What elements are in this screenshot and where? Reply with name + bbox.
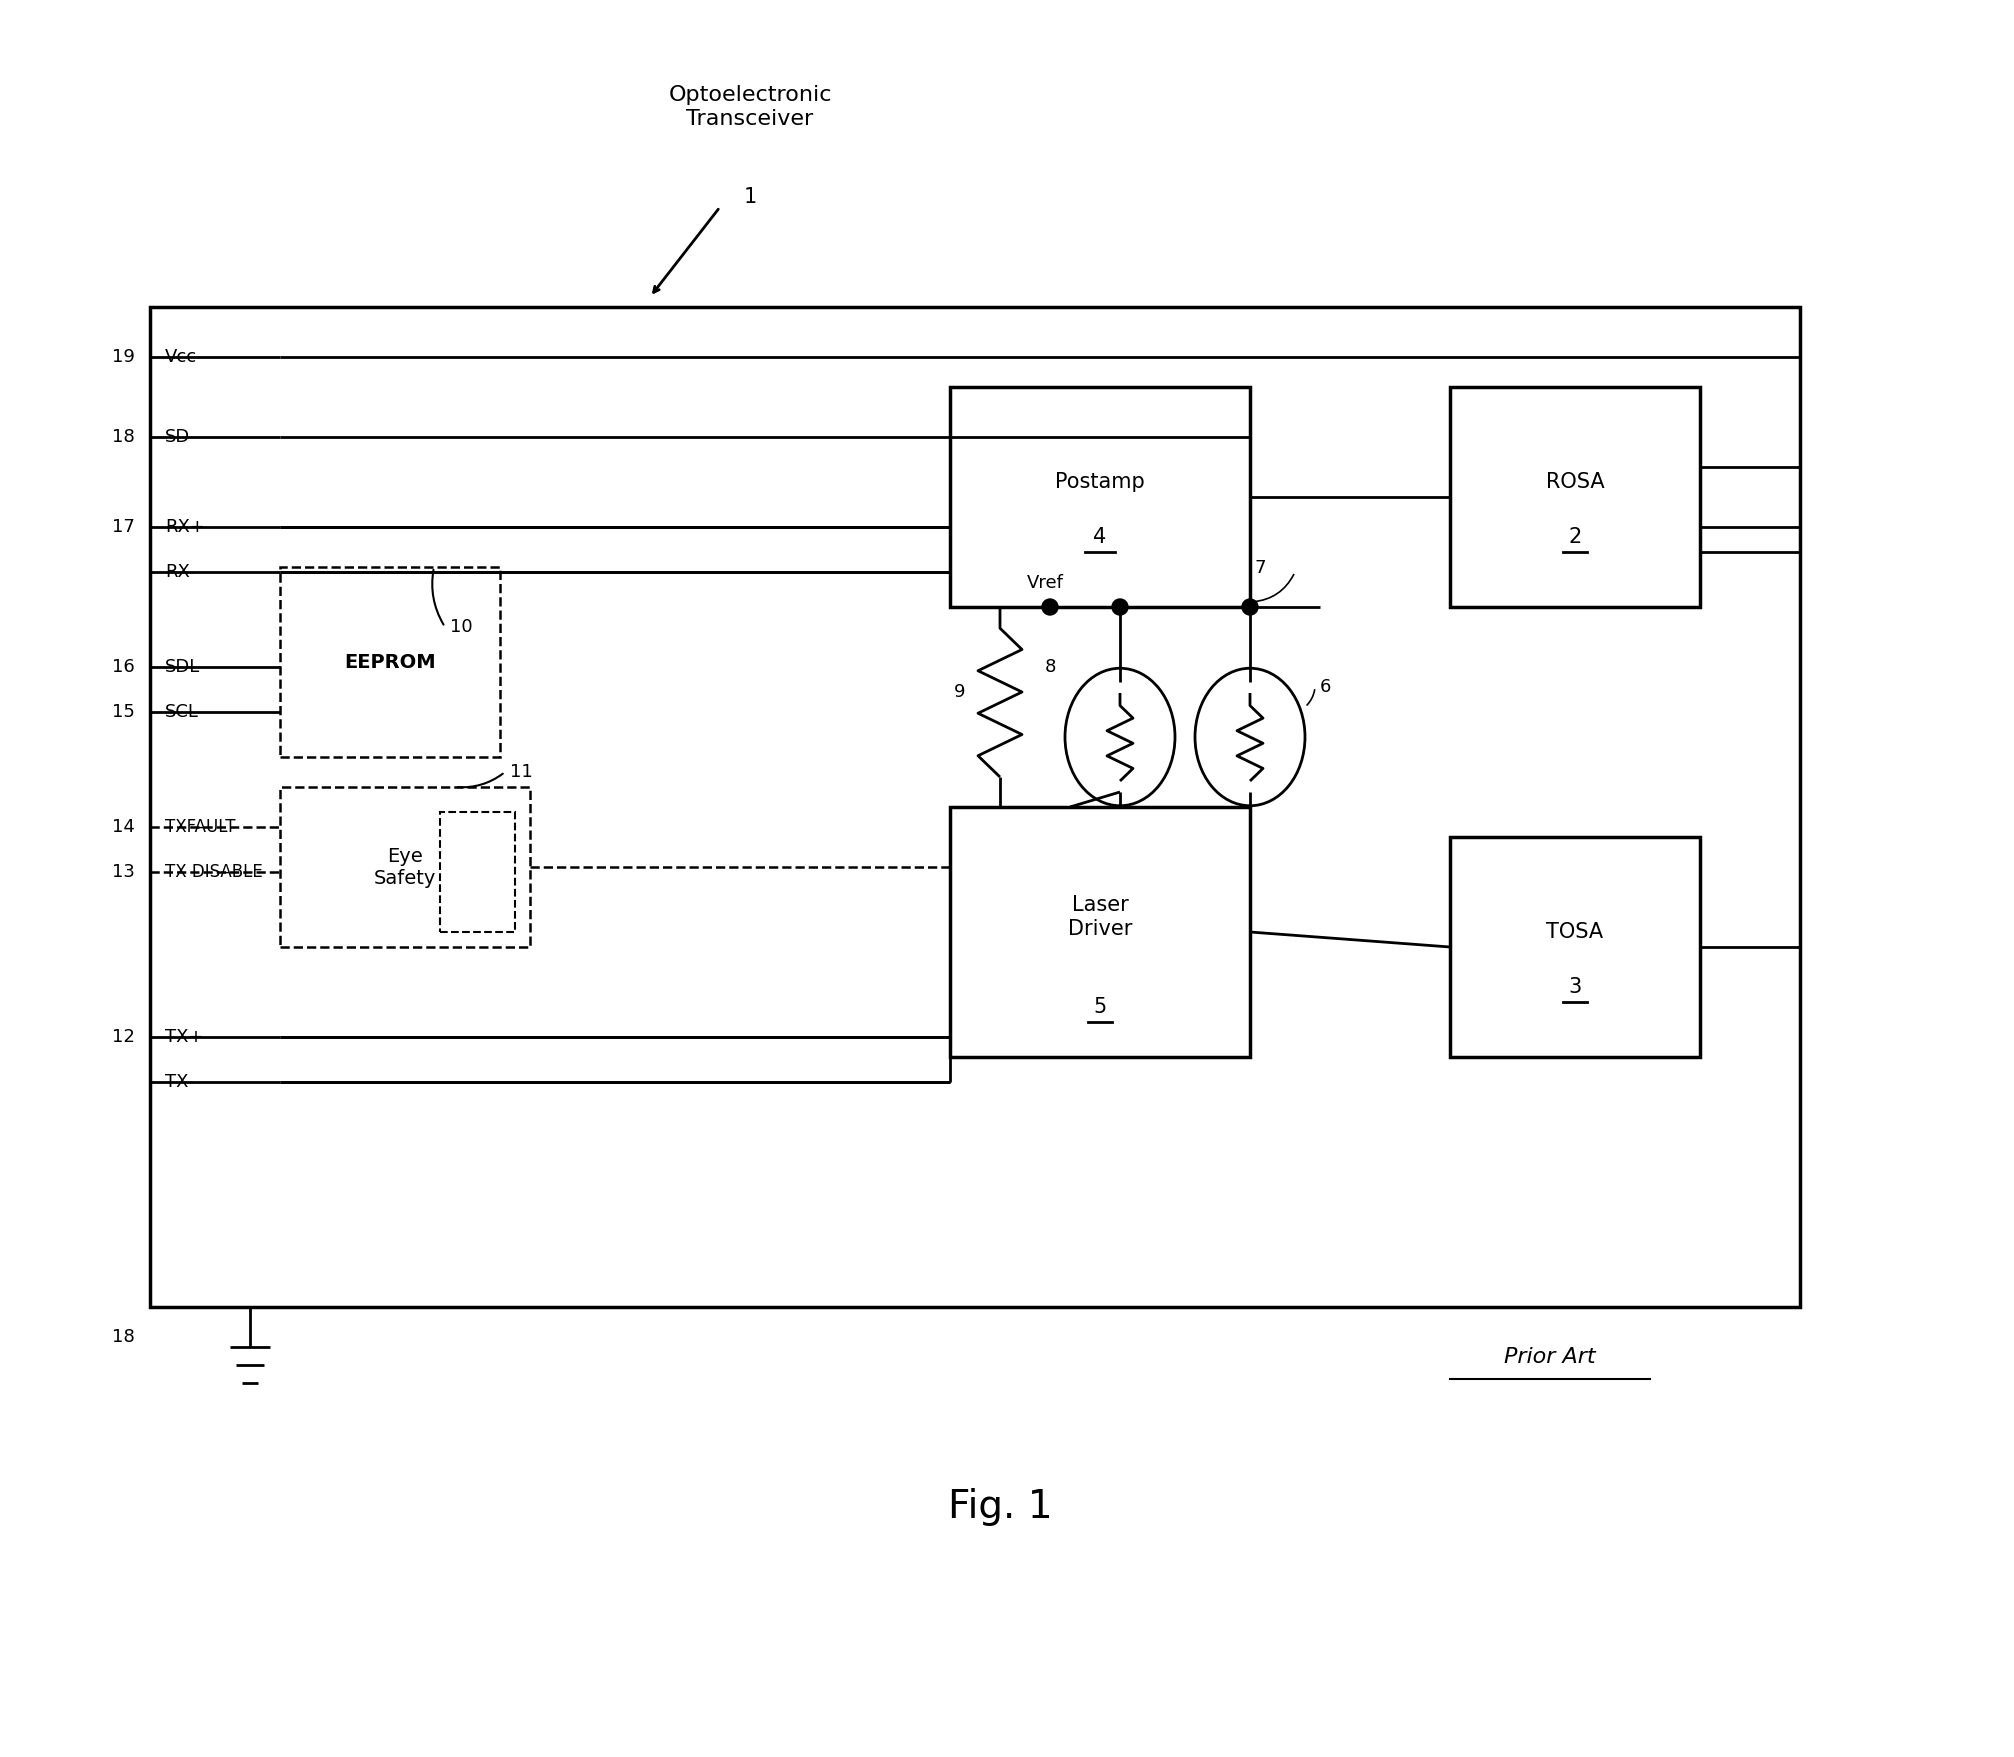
Text: 6: 6 <box>1319 678 1331 696</box>
Text: Prior Art: Prior Art <box>1502 1348 1595 1367</box>
Text: Postamp: Postamp <box>1055 473 1144 492</box>
Text: TX DISABLE: TX DISABLE <box>165 863 262 880</box>
Text: Eye
Safety: Eye Safety <box>375 847 435 887</box>
Text: 8: 8 <box>1043 659 1055 676</box>
Text: 16: 16 <box>113 659 135 676</box>
Text: 17: 17 <box>113 518 135 536</box>
Text: ROSA: ROSA <box>1545 473 1603 492</box>
Text: 11: 11 <box>510 763 532 782</box>
Text: 18: 18 <box>113 1328 135 1346</box>
Text: TX-: TX- <box>165 1074 193 1091</box>
Text: 19: 19 <box>113 348 135 365</box>
Text: SDL: SDL <box>165 659 199 676</box>
Text: 1: 1 <box>743 186 755 207</box>
Text: 5: 5 <box>1094 996 1106 1017</box>
Text: 2: 2 <box>1567 527 1581 546</box>
Circle shape <box>1241 599 1257 615</box>
Text: 3: 3 <box>1567 977 1581 996</box>
Text: TX+: TX+ <box>165 1028 203 1045</box>
Circle shape <box>1112 599 1128 615</box>
Circle shape <box>1041 599 1057 615</box>
Text: 9: 9 <box>953 683 965 701</box>
Text: RX+: RX+ <box>165 518 205 536</box>
Text: 18: 18 <box>113 429 135 446</box>
Bar <box>1450 836 1700 1058</box>
Text: Vcc: Vcc <box>165 348 197 365</box>
Bar <box>949 387 1249 606</box>
Text: 4: 4 <box>1094 527 1106 546</box>
Text: TXFAULT: TXFAULT <box>165 819 236 836</box>
Text: 7: 7 <box>1255 559 1267 576</box>
Text: SCL: SCL <box>165 703 199 720</box>
Bar <box>1450 387 1700 606</box>
Text: EEPROM: EEPROM <box>344 652 435 671</box>
Text: TOSA: TOSA <box>1545 922 1603 942</box>
Text: 10: 10 <box>449 618 473 636</box>
Text: RX-: RX- <box>165 562 195 582</box>
Text: 12: 12 <box>113 1028 135 1045</box>
Text: Optoelectronic
Transceiver: Optoelectronic Transceiver <box>669 86 832 128</box>
Text: Laser
Driver: Laser Driver <box>1067 896 1132 938</box>
Bar <box>280 787 530 947</box>
Text: SD: SD <box>165 429 189 446</box>
Text: 15: 15 <box>113 703 135 720</box>
Bar <box>149 307 1799 1307</box>
Bar <box>439 812 516 931</box>
Text: Fig. 1: Fig. 1 <box>947 1488 1051 1527</box>
Text: Vref: Vref <box>1025 575 1063 592</box>
Text: 14: 14 <box>113 819 135 836</box>
Text: 13: 13 <box>113 863 135 880</box>
Bar <box>949 806 1249 1058</box>
Bar <box>280 568 499 757</box>
